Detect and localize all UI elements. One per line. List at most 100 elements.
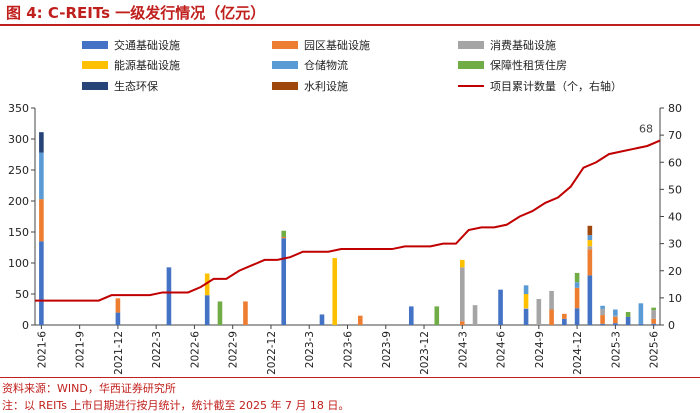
y-right-tick-label: 50 (668, 183, 682, 196)
y-right-tick-label: 20 (668, 265, 682, 278)
bar-transport (204, 295, 210, 325)
y-left-tick-label: 250 (8, 164, 29, 177)
bar-park (651, 318, 656, 324)
y-right-tick-label: 70 (668, 129, 682, 142)
x-tick-label: 2024-9 (534, 331, 546, 368)
legend-swatch-warehouse (272, 61, 298, 69)
x-tick-label: 2024-12 (572, 331, 584, 375)
x-tick-label: 2025-6 (649, 331, 661, 369)
legend-label-line: 项目累计数量（个，右轴） (490, 80, 622, 93)
legend-item-cumulative-line: 项目累计数量（个，右轴） (458, 78, 622, 94)
bar-park (39, 199, 44, 242)
legend-swatch-line (458, 85, 484, 87)
bar-consumer (549, 290, 554, 310)
x-tick-label: 2021-6 (36, 331, 48, 369)
bar-warehouse (523, 285, 529, 294)
bar-consumer (613, 315, 618, 317)
y-right-tick-label: 10 (668, 292, 682, 305)
bar-consumer (536, 298, 542, 325)
legend-label-eco: 生态环保 (114, 80, 158, 93)
bar-transport (625, 316, 631, 325)
bar-energy (332, 258, 338, 325)
bar-housing (574, 272, 580, 283)
bar-park (587, 249, 593, 276)
bar-warehouse (613, 309, 618, 316)
legend-label-park: 园区基础设施 (304, 39, 370, 52)
legend-swatch-housing (458, 61, 484, 69)
legend-item-housing: 保障性租赁住房 (458, 57, 567, 73)
bar-warehouse (574, 282, 580, 288)
y-left-tick-label: 200 (8, 195, 29, 208)
bar-park (460, 321, 465, 325)
bar-housing (625, 311, 631, 317)
y-left-tick-label: 350 (8, 102, 29, 115)
bar-park (357, 315, 363, 325)
bar-consumer (587, 246, 593, 250)
x-tick-label: 2024-3 (457, 331, 469, 368)
bottom-rule (0, 377, 700, 378)
legend-item-water: 水利设施 (272, 78, 348, 94)
bar-transport (166, 267, 172, 325)
legend-item-consumer: 消费基础设施 (458, 37, 556, 53)
bar-transport (638, 323, 644, 325)
y-left-tick-label: 100 (8, 257, 29, 270)
bar-consumer (472, 305, 478, 325)
x-tick-label: 2021-9 (75, 331, 87, 368)
x-tick-label: 2021-12 (113, 331, 125, 375)
legend-swatch-energy (82, 61, 108, 69)
y-right-tick-label: 40 (668, 211, 682, 224)
bar-warehouse (39, 152, 44, 200)
legend-label-housing: 保障性租赁住房 (490, 59, 567, 72)
legend-label-water: 水利设施 (304, 80, 348, 93)
footnote: 注：以 REITs 上市日期进行按月统计，统计截至 2025 年 7 月 18 … (2, 399, 350, 412)
x-tick-label: 2022-12 (266, 331, 278, 375)
bar-park (562, 313, 567, 319)
bar-energy (523, 294, 529, 309)
bar-transport (574, 308, 580, 325)
legend-item-eco: 生态环保 (82, 78, 158, 94)
bar-park (600, 315, 605, 324)
bar-housing (651, 307, 656, 311)
y-right-tick-label: 30 (668, 238, 682, 251)
x-tick-label: 2023-6 (343, 331, 355, 369)
legend-item-park: 园区基础设施 (272, 37, 370, 53)
bar-park (115, 298, 121, 313)
bar-energy (587, 240, 593, 247)
y-left-tick-label: 150 (8, 226, 29, 239)
bar-water (587, 225, 593, 236)
bar-consumer (460, 267, 465, 322)
bar-housing (281, 230, 287, 237)
legend-swatch-park (272, 41, 298, 49)
y-right-tick-label: 0 (668, 319, 675, 332)
cumulative-count-line (35, 139, 661, 302)
bar-park (243, 301, 248, 325)
y-left-tick-label: 300 (8, 133, 29, 146)
legend-label-warehouse: 仓储物流 (304, 59, 348, 72)
bar-transport (408, 306, 414, 325)
bar-warehouse (638, 303, 644, 324)
bar-transport (39, 241, 44, 325)
chart-legend: 交通基础设施 园区基础设施 消费基础设施 能源基础设施 仓储物流 保障性租赁住房… (0, 0, 700, 100)
y-right-tick-label: 80 (668, 102, 682, 115)
bar-transport (562, 318, 567, 325)
bar-park (281, 236, 287, 239)
bar-park (613, 316, 618, 324)
bar-transport (115, 312, 121, 325)
legend-label-energy: 能源基础设施 (114, 59, 180, 72)
bar-park (574, 287, 580, 309)
bar-consumer (651, 310, 656, 319)
y-left-tick-label: 0 (22, 319, 29, 332)
line-end-label: 68 (639, 123, 653, 136)
bar-energy (204, 273, 210, 296)
y-right-tick-label: 60 (668, 156, 682, 169)
x-tick-label: 2023-12 (419, 331, 431, 375)
bar-transport (523, 308, 529, 325)
bar-consumer (600, 308, 605, 316)
bar-housing (217, 301, 223, 325)
bar-housing (434, 306, 440, 325)
bar-consumer (523, 308, 529, 309)
bar-park (549, 309, 554, 325)
bar-transport (613, 323, 618, 325)
bar-transport (587, 275, 593, 325)
x-tick-label: 2024-6 (496, 331, 508, 369)
